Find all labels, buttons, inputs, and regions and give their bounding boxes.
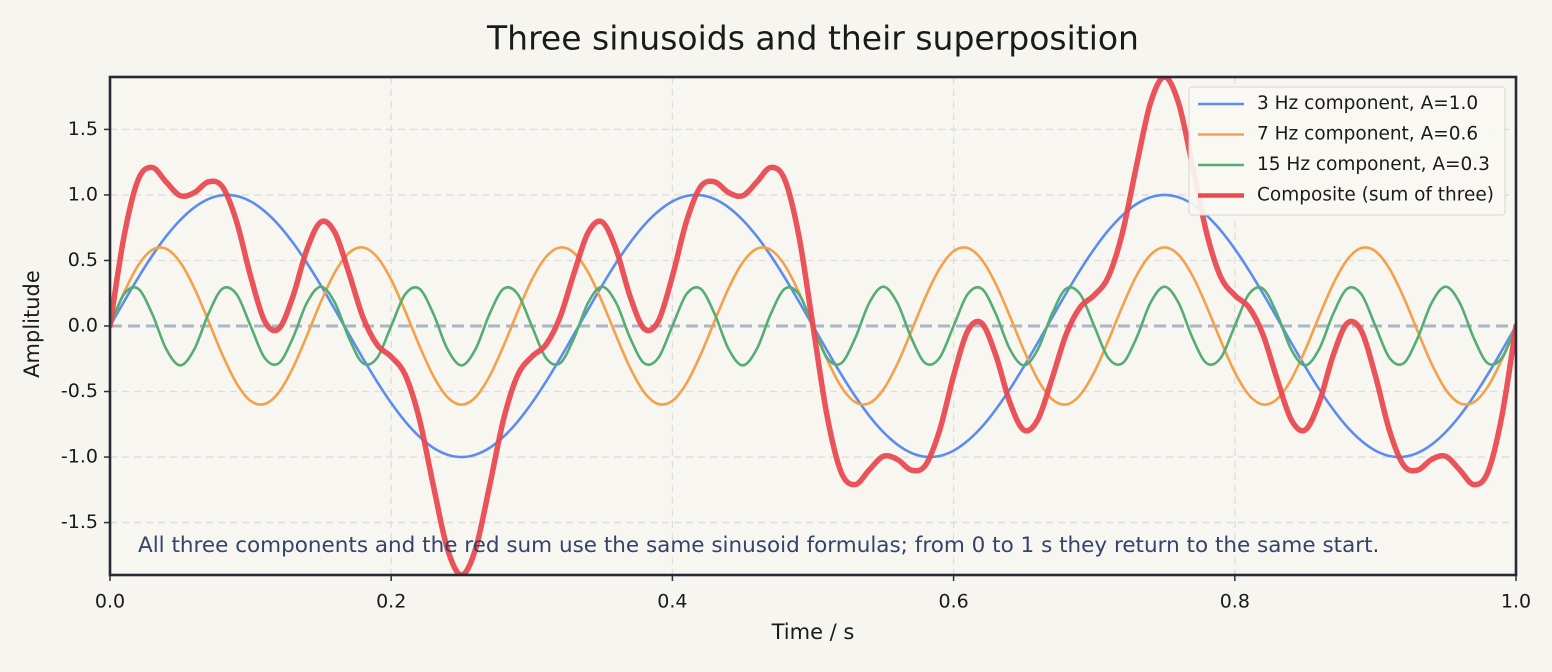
chart-title: Three sinusoids and their superposition xyxy=(486,19,1139,58)
x-tick-label: 0.4 xyxy=(657,591,687,613)
x-tick-label: 0.6 xyxy=(938,591,968,613)
y-tick-label: 0.5 xyxy=(68,249,98,271)
x-axis-label: Time / s xyxy=(771,620,855,644)
legend-label: 15 Hz component, A=0.3 xyxy=(1257,154,1490,175)
legend-label: 7 Hz component, A=0.6 xyxy=(1257,124,1478,145)
legend: 3 Hz component, A=1.0 7 Hz component, A=0… xyxy=(1188,86,1506,216)
y-tick-label: -1.5 xyxy=(61,511,98,533)
x-tick-label: 0.0 xyxy=(95,591,125,613)
plot-area: 0.0 0.2 0.4 0.6 0.8 1.0 -1.5 -1.0 -0.5 0.0 0.5 1.0 1… xyxy=(61,75,1531,613)
plot-frame xyxy=(108,75,1518,577)
y-axis-label: Amplitude xyxy=(20,270,44,378)
y-tick-label: -0.5 xyxy=(61,380,98,402)
line xyxy=(110,77,1516,575)
legend-box xyxy=(1188,86,1506,216)
legend-label: Composite (sum of three) xyxy=(1257,185,1494,206)
y-tick-label: 1.5 xyxy=(68,118,98,140)
x-tick-label: 0.8 xyxy=(1220,591,1250,613)
y-tick-label: 0.0 xyxy=(68,315,98,337)
annotation: All three components and the red sum use… xyxy=(138,533,1379,558)
x-tick-label: 1.0 xyxy=(1501,591,1531,613)
y-tick-label: 1.0 xyxy=(68,183,98,205)
y-tick-label: -1.0 xyxy=(61,446,98,468)
x-tick-label: 0.2 xyxy=(376,591,406,613)
legend-label: 3 Hz component, A=1.0 xyxy=(1257,93,1478,114)
